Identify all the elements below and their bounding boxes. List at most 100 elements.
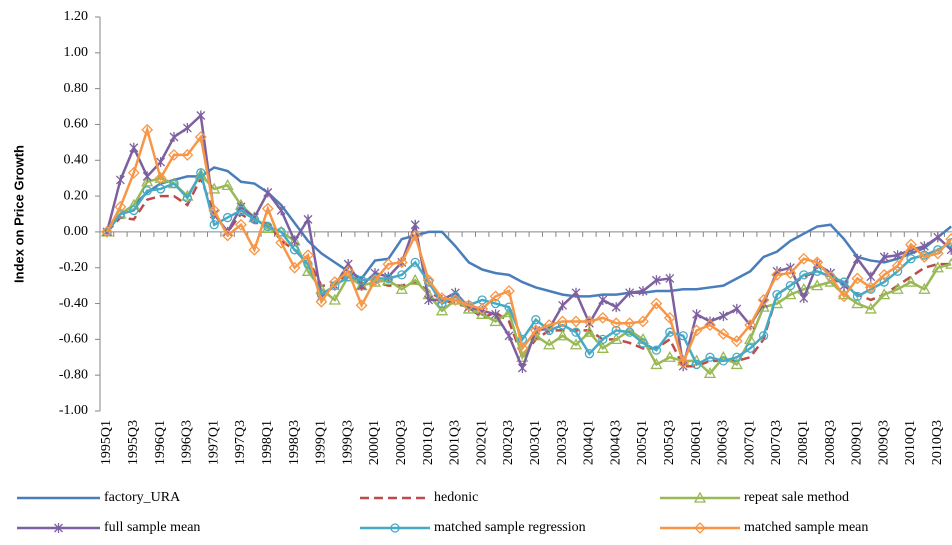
- data-point: [489, 315, 502, 327]
- x-tick-label: 2002Q1: [474, 420, 489, 465]
- data-point: [369, 274, 381, 287]
- x-tick-label: 1997Q3: [233, 420, 248, 465]
- data-point: [611, 325, 621, 336]
- data-point: [289, 245, 300, 255]
- data-point: [409, 229, 422, 242]
- data-point: [114, 200, 127, 213]
- y-tick-label: 0.80: [64, 81, 89, 96]
- y-tick-label: -1.00: [59, 403, 88, 418]
- data-point: [825, 272, 836, 282]
- data-point: [918, 251, 931, 263]
- data-point: [382, 258, 395, 271]
- data-point: [356, 275, 367, 285]
- series-line: [105, 169, 952, 367]
- data-point: [583, 325, 596, 337]
- data-point: [891, 260, 904, 272]
- data-point: [397, 270, 407, 280]
- data-point: [878, 288, 891, 300]
- data-point: [449, 294, 462, 306]
- legend-label: repeat sale method: [744, 490, 849, 505]
- data-point: [651, 345, 662, 355]
- data-point: [730, 358, 743, 370]
- data-point: [797, 252, 810, 265]
- y-tick-label: 1.00: [64, 45, 89, 60]
- x-tick-label: 1996Q3: [180, 420, 195, 465]
- x-tick-label: 2008Q3: [823, 420, 838, 465]
- y-tick-label: -0.60: [59, 332, 88, 347]
- y-axis-label: Index on Price Growth: [11, 145, 26, 283]
- data-point: [758, 331, 769, 341]
- y-tick-label: 0.20: [64, 188, 89, 203]
- data-point: [864, 281, 877, 294]
- data-point: [690, 324, 703, 337]
- y-tick-label: 0.60: [64, 117, 89, 132]
- x-tick-label: 2006Q3: [716, 420, 731, 465]
- legend-marker: [390, 523, 400, 533]
- data-point: [945, 233, 952, 245]
- data-point: [663, 350, 676, 362]
- data-point: [879, 251, 889, 262]
- data-point: [692, 309, 702, 320]
- data-point: [904, 275, 918, 287]
- data-point: [263, 187, 273, 198]
- x-tick-label: 2000Q3: [394, 420, 409, 465]
- data-point: [570, 315, 582, 328]
- data-point: [249, 214, 260, 225]
- data-point: [142, 186, 152, 196]
- data-point: [261, 202, 274, 215]
- data-point: [462, 299, 475, 312]
- data-point: [931, 247, 944, 260]
- data-point: [839, 277, 849, 287]
- y-tick-label: 0.40: [64, 152, 89, 167]
- x-tick-label: 2003Q3: [555, 420, 570, 465]
- data-point: [129, 205, 139, 216]
- x-tick-label: 2005Q3: [662, 420, 677, 465]
- data-point: [169, 178, 179, 189]
- x-tick-label: 2009Q1: [850, 420, 865, 465]
- data-point: [155, 184, 166, 194]
- data-point: [491, 309, 501, 320]
- data-point: [328, 276, 341, 288]
- data-point: [222, 212, 233, 223]
- data-point: [154, 172, 167, 185]
- data-point: [410, 219, 420, 230]
- data-point: [395, 256, 408, 269]
- data-point: [933, 232, 943, 243]
- data-point: [866, 271, 876, 282]
- data-point: [101, 225, 113, 238]
- x-tick-label: 2010Q3: [930, 420, 945, 465]
- data-point: [196, 110, 206, 121]
- x-tick-label: 1998Q1: [260, 420, 275, 465]
- data-point: [864, 302, 877, 314]
- data-point: [596, 341, 609, 353]
- data-point: [129, 142, 139, 153]
- data-point: [598, 294, 608, 305]
- x-tick-label: 2004Q1: [582, 420, 597, 465]
- x-tick-label: 1995Q1: [99, 420, 114, 465]
- data-point: [891, 282, 904, 294]
- data-point: [569, 338, 583, 350]
- data-point: [516, 350, 529, 362]
- data-point: [410, 257, 420, 268]
- data-point: [717, 328, 730, 340]
- data-point: [517, 363, 527, 374]
- data-point: [504, 330, 514, 341]
- data-point: [732, 352, 742, 362]
- data-point: [490, 298, 501, 309]
- data-point: [529, 324, 542, 337]
- x-tick-label: 1999Q3: [340, 420, 355, 465]
- y-tick-label: -0.80: [59, 367, 88, 382]
- data-point: [543, 319, 556, 331]
- data-point: [851, 272, 864, 285]
- legend-label: full sample mean: [104, 520, 200, 535]
- data-point: [263, 221, 273, 232]
- data-point: [154, 171, 167, 183]
- data-point: [757, 294, 770, 306]
- data-point: [169, 131, 179, 142]
- x-tick-label: 2008Q1: [796, 420, 811, 465]
- data-point: [638, 338, 648, 348]
- data-point: [127, 166, 140, 179]
- data-point: [424, 294, 434, 305]
- data-point: [906, 254, 916, 264]
